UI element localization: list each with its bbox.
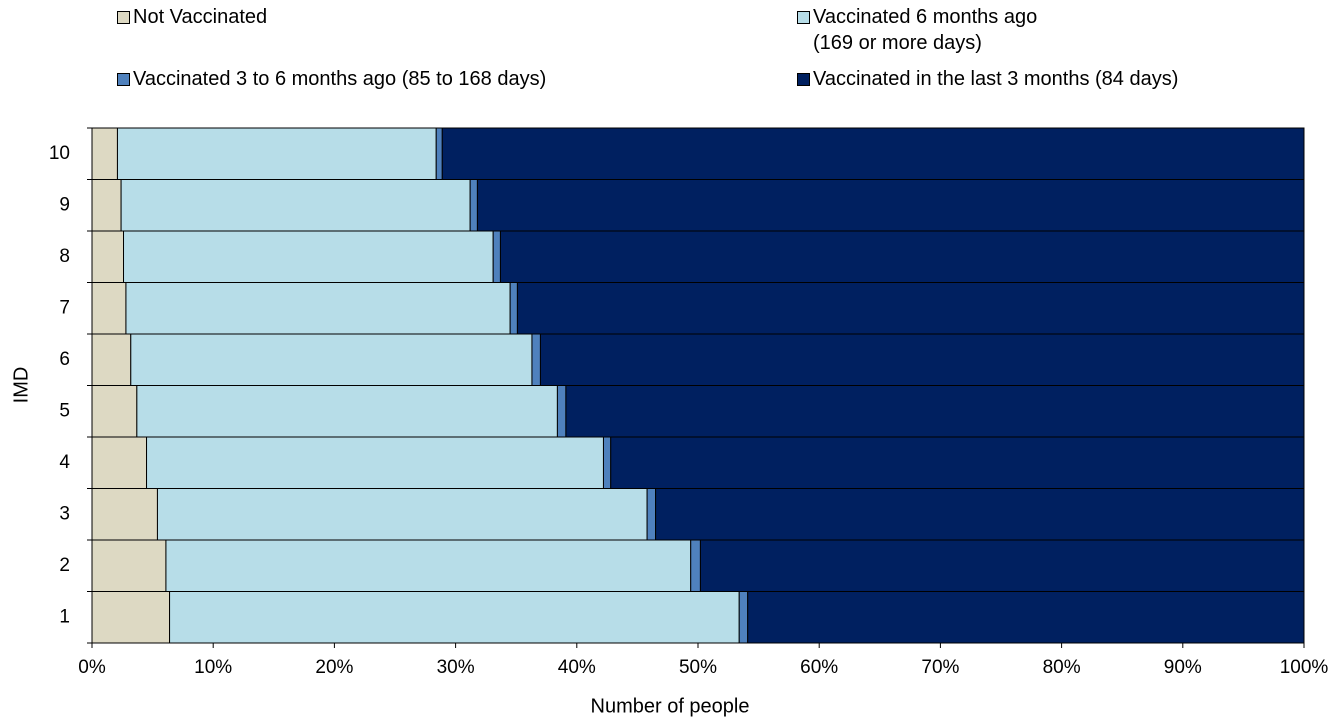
- legend-item: Not Vaccinated: [117, 4, 797, 56]
- x-tick-label: 10%: [194, 657, 232, 678]
- legend-label: Vaccinated 6 months ago (169 or more day…: [813, 6, 1038, 54]
- x-tick-label: 80%: [1043, 657, 1081, 678]
- legend-item: Vaccinated in the last 3 months (84 days…: [797, 66, 1317, 92]
- bar-segment: [91, 539, 167, 592]
- bar-segment: [91, 333, 132, 386]
- bar-segment: [165, 539, 692, 592]
- y-tick-label: 3: [59, 503, 70, 524]
- bar-segment: [747, 591, 1305, 644]
- y-tick-label: 7: [59, 297, 70, 318]
- legend-swatch: [797, 73, 810, 86]
- legend-swatch: [117, 73, 130, 86]
- x-tick-label: 0%: [78, 657, 106, 678]
- x-tick-label: 30%: [437, 657, 475, 678]
- bar-segment: [476, 179, 1305, 232]
- bar-segment: [125, 282, 511, 335]
- bar-segment: [690, 539, 701, 592]
- x-tick-label: 70%: [921, 657, 959, 678]
- bar-segment: [499, 230, 1305, 283]
- bar-segment: [91, 591, 171, 644]
- legend-label: Not Vaccinated: [133, 6, 268, 28]
- bar-segment: [91, 127, 118, 180]
- y-tick-label: 10: [49, 143, 70, 164]
- bar-segment: [91, 488, 158, 541]
- bar-segment: [91, 385, 138, 438]
- legend-swatch: [117, 11, 130, 24]
- y-tick-label: 8: [59, 246, 70, 267]
- y-axis-title: IMD: [10, 367, 32, 404]
- x-tick-label: 100%: [1280, 657, 1329, 678]
- bar-segment: [610, 436, 1305, 489]
- bar-segment: [156, 488, 648, 541]
- bar-segment: [146, 436, 604, 489]
- bar-segment: [602, 436, 612, 489]
- y-tick-label: 6: [59, 349, 70, 370]
- x-tick-label: 50%: [679, 657, 717, 678]
- legend-item: Vaccinated 3 to 6 months ago (85 to 168 …: [117, 66, 797, 92]
- bar-segment: [123, 230, 494, 283]
- bar-segment: [435, 127, 443, 180]
- legend-item: Vaccinated 6 months ago (169 or more day…: [797, 4, 1317, 56]
- x-tick-label: 20%: [315, 657, 353, 678]
- bar-segment: [738, 591, 749, 644]
- bar-segment: [136, 385, 558, 438]
- bar-segment: [116, 127, 437, 180]
- bar-segment: [516, 282, 1305, 335]
- x-tick-label: 60%: [800, 657, 838, 678]
- bar-segment: [492, 230, 501, 283]
- x-axis-title: Number of people: [591, 695, 750, 717]
- x-tick-label: 40%: [558, 657, 596, 678]
- bar-segment: [91, 179, 122, 232]
- y-tick-label: 5: [59, 400, 70, 421]
- bar-segment: [539, 333, 1305, 386]
- bar-segment: [531, 333, 541, 386]
- bar-segment: [91, 436, 148, 489]
- bar-segment: [556, 385, 567, 438]
- legend-swatch: [797, 11, 810, 24]
- x-tick-label: 90%: [1164, 657, 1202, 678]
- bar-segment: [91, 282, 127, 335]
- legend-label: Vaccinated in the last 3 months (84 days…: [813, 68, 1179, 90]
- bar-segment: [441, 127, 1305, 180]
- bar-segment: [646, 488, 657, 541]
- y-tick-label: 4: [59, 452, 70, 473]
- legend: Not Vaccinated Vaccinated 6 months ago (1…: [117, 4, 1317, 92]
- y-tick-label: 9: [59, 194, 70, 215]
- bar-segment: [91, 230, 125, 283]
- bar-segment: [509, 282, 518, 335]
- bar-segment: [565, 385, 1305, 438]
- y-tick-label: 2: [59, 555, 70, 576]
- bar-segment: [655, 488, 1305, 541]
- bar-segment: [469, 179, 478, 232]
- bar-segment: [120, 179, 471, 232]
- y-tick-label: 1: [59, 606, 70, 627]
- bar-segment: [130, 333, 533, 386]
- bar-segment: [699, 539, 1305, 592]
- bar-segment: [169, 591, 740, 644]
- legend-label: Vaccinated 3 to 6 months ago (85 to 168 …: [133, 68, 547, 90]
